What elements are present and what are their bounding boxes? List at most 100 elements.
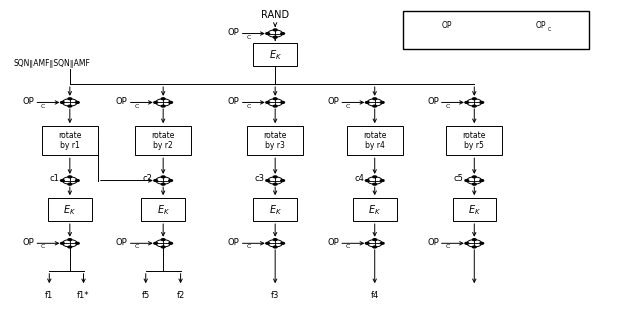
Circle shape bbox=[465, 102, 469, 104]
FancyBboxPatch shape bbox=[141, 198, 185, 221]
Circle shape bbox=[169, 180, 172, 181]
Circle shape bbox=[266, 102, 269, 104]
Text: f2: f2 bbox=[176, 291, 185, 300]
Circle shape bbox=[472, 98, 476, 100]
FancyBboxPatch shape bbox=[353, 198, 396, 221]
Circle shape bbox=[281, 102, 284, 104]
Circle shape bbox=[273, 246, 277, 248]
Text: $E_K$: $E_K$ bbox=[157, 203, 169, 217]
Text: OP: OP bbox=[22, 238, 34, 247]
Circle shape bbox=[161, 98, 165, 100]
Circle shape bbox=[381, 242, 384, 244]
Circle shape bbox=[266, 180, 269, 181]
Text: $E_K$: $E_K$ bbox=[269, 203, 282, 217]
Text: C: C bbox=[246, 244, 251, 249]
Circle shape bbox=[281, 180, 284, 181]
Circle shape bbox=[68, 105, 72, 107]
Circle shape bbox=[61, 180, 64, 181]
Circle shape bbox=[281, 33, 284, 35]
Text: OP: OP bbox=[116, 97, 128, 106]
Circle shape bbox=[61, 242, 64, 244]
Circle shape bbox=[68, 246, 72, 248]
Circle shape bbox=[169, 102, 172, 104]
Text: OP: OP bbox=[228, 238, 240, 247]
Text: C: C bbox=[134, 104, 139, 109]
Text: C: C bbox=[41, 104, 45, 109]
Text: OP: OP bbox=[427, 238, 439, 247]
Text: OP: OP bbox=[22, 97, 34, 106]
Text: RAND: RAND bbox=[261, 10, 289, 20]
Text: rotate
by r1: rotate by r1 bbox=[58, 131, 81, 150]
Circle shape bbox=[381, 102, 384, 104]
FancyBboxPatch shape bbox=[253, 44, 297, 66]
Circle shape bbox=[366, 180, 369, 181]
Circle shape bbox=[273, 105, 277, 107]
Circle shape bbox=[472, 105, 476, 107]
Circle shape bbox=[61, 102, 64, 104]
Text: OP: OP bbox=[328, 238, 339, 247]
Text: f4: f4 bbox=[371, 291, 379, 300]
Circle shape bbox=[373, 246, 377, 248]
Text: OP: OP bbox=[427, 97, 439, 106]
Circle shape bbox=[161, 105, 165, 107]
Circle shape bbox=[524, 22, 528, 24]
Text: rotate
by r5: rotate by r5 bbox=[462, 131, 486, 150]
Circle shape bbox=[480, 102, 484, 104]
Circle shape bbox=[76, 102, 79, 104]
Circle shape bbox=[366, 102, 369, 104]
Text: rotate
by r4: rotate by r4 bbox=[363, 131, 386, 150]
Text: OP: OP bbox=[116, 238, 128, 247]
Text: c3: c3 bbox=[254, 174, 264, 183]
Text: $E_K$: $E_K$ bbox=[368, 203, 381, 217]
Circle shape bbox=[373, 239, 377, 240]
Circle shape bbox=[524, 29, 528, 31]
Circle shape bbox=[161, 183, 165, 185]
Text: c1: c1 bbox=[49, 174, 59, 183]
Text: $E_K$: $E_K$ bbox=[269, 48, 282, 62]
Text: C: C bbox=[346, 244, 350, 249]
FancyBboxPatch shape bbox=[452, 198, 496, 221]
Circle shape bbox=[465, 242, 469, 244]
FancyBboxPatch shape bbox=[247, 126, 303, 155]
FancyBboxPatch shape bbox=[402, 11, 589, 49]
FancyBboxPatch shape bbox=[253, 198, 297, 221]
FancyBboxPatch shape bbox=[42, 126, 98, 155]
Circle shape bbox=[68, 98, 72, 100]
Circle shape bbox=[381, 180, 384, 181]
Circle shape bbox=[161, 246, 165, 248]
Circle shape bbox=[273, 239, 277, 240]
Text: OP: OP bbox=[536, 21, 546, 30]
Circle shape bbox=[472, 176, 476, 178]
Text: $E_K$: $E_K$ bbox=[481, 20, 492, 33]
Circle shape bbox=[472, 246, 476, 248]
Circle shape bbox=[169, 242, 172, 244]
Text: f1*: f1* bbox=[78, 291, 90, 300]
Text: C: C bbox=[246, 104, 251, 109]
Circle shape bbox=[68, 239, 72, 240]
FancyBboxPatch shape bbox=[48, 198, 92, 221]
Circle shape bbox=[266, 242, 269, 244]
Text: OP: OP bbox=[228, 28, 240, 37]
Circle shape bbox=[161, 239, 165, 240]
Circle shape bbox=[366, 242, 369, 244]
Circle shape bbox=[161, 176, 165, 178]
Text: OP: OP bbox=[442, 21, 452, 30]
Circle shape bbox=[273, 36, 277, 38]
Circle shape bbox=[373, 98, 377, 100]
Circle shape bbox=[281, 242, 284, 244]
Circle shape bbox=[154, 242, 158, 244]
Circle shape bbox=[373, 105, 377, 107]
Circle shape bbox=[273, 98, 277, 100]
Circle shape bbox=[76, 180, 79, 181]
Text: OP: OP bbox=[328, 97, 339, 106]
Text: f1: f1 bbox=[45, 291, 53, 300]
Text: f3: f3 bbox=[271, 291, 279, 300]
FancyBboxPatch shape bbox=[347, 126, 403, 155]
FancyBboxPatch shape bbox=[446, 126, 503, 155]
Circle shape bbox=[154, 180, 158, 181]
Circle shape bbox=[154, 102, 158, 104]
Text: f5: f5 bbox=[142, 291, 150, 300]
Text: C: C bbox=[446, 104, 450, 109]
Circle shape bbox=[273, 29, 277, 31]
Text: SQN∥AMF∥SQN∥AMF: SQN∥AMF∥SQN∥AMF bbox=[14, 58, 91, 67]
